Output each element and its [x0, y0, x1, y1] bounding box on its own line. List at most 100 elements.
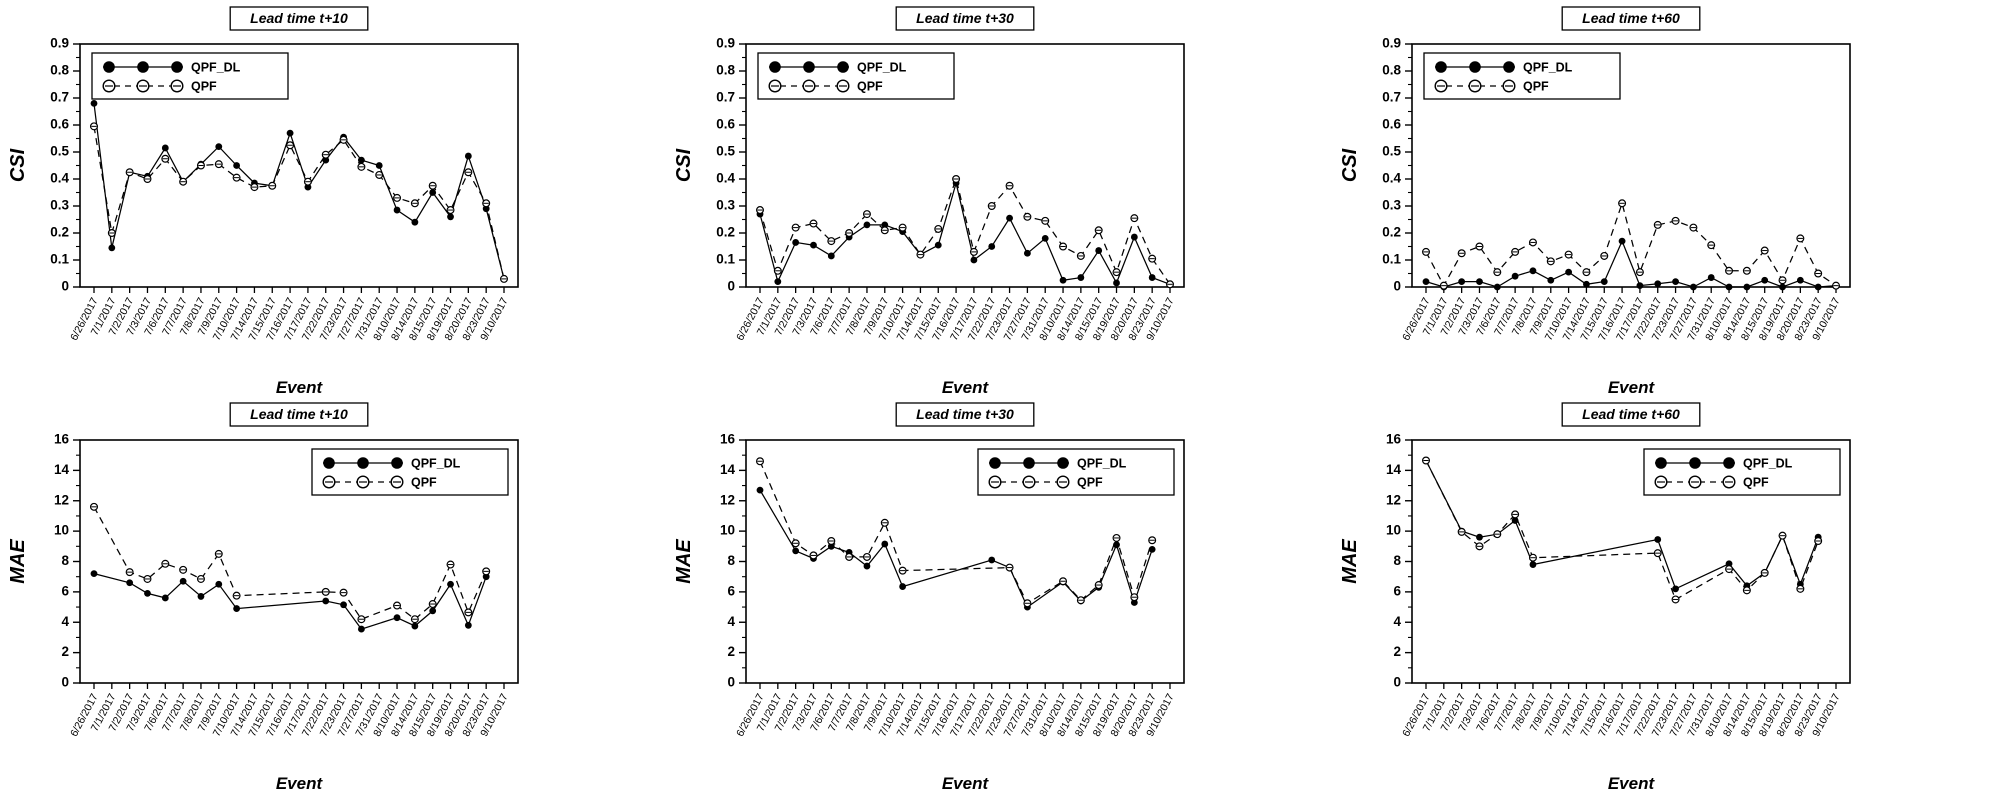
chart-svg: 02468101214166/26/20177/1/20177/2/20177/… [673, 402, 1185, 793]
y-axis-tick-label: 0.1 [50, 252, 69, 267]
y-axis-title: MAE [7, 539, 29, 584]
y-axis-tick-label: 0.2 [1382, 225, 1401, 240]
y-axis-tick-label: 12 [54, 492, 69, 507]
y-axis-tick-label: 0.7 [1382, 90, 1401, 105]
series-qpf_dl-marker [863, 221, 871, 229]
legend-series1-marker [103, 61, 115, 73]
y-axis-tick-label: 0 [727, 279, 735, 294]
series-qpf_dl-marker [1707, 274, 1715, 281]
series-qpf_dl-marker [1725, 283, 1733, 291]
y-axis-tick-label: 0.8 [1382, 63, 1401, 78]
series-qpf_dl-marker [1041, 235, 1049, 242]
y-axis-tick-label: 0 [1393, 279, 1401, 294]
chart-csi-t30: 0 0.1 0.2 0.3 0.4 0.5 0.6 0.7 0.8 0.9 6/26/2017 7/1… [666, 0, 1332, 397]
legend-series1-marker [323, 457, 335, 469]
series-qpf_dl-marker [1654, 280, 1662, 288]
series-qpf_dl-line [759, 180, 1171, 285]
chart-csi-t60: 0 0.1 0.2 0.3 0.4 0.5 0.6 0.7 0.8 0.9 6/26/2017 7/1… [1332, 0, 1998, 397]
legend-series1-label: QPF_DL [857, 61, 907, 75]
y-axis-tick-label: 0.1 [1382, 252, 1401, 267]
series-qpf_dl-line [93, 572, 487, 630]
series-qpf_dl-marker [197, 593, 205, 600]
series-qpf_dl-marker [1636, 282, 1644, 290]
chart-title: Lead time t+10 [250, 406, 348, 422]
y-axis-tick-label: 14 [720, 462, 736, 477]
chart-title: Lead time t+10 [250, 10, 348, 26]
legend-series2-label: QPF [411, 476, 437, 490]
series-qpf_dl-marker [447, 580, 454, 588]
y-axis-tick-label: 6 [727, 583, 735, 598]
y-axis-tick-label: 0.9 [50, 36, 69, 51]
legend-series2-label: QPF [857, 80, 883, 94]
y-axis-tick-label: 0.5 [716, 144, 735, 159]
legend-series1-marker [171, 61, 183, 73]
series-qpf_dl-marker [108, 244, 116, 252]
series-qpf_dl-marker [1113, 541, 1120, 549]
legend-box [311, 448, 509, 496]
series-qpf_dl-marker [1743, 283, 1751, 291]
series-qpf_dl-marker [393, 614, 401, 622]
chart-title-box [1561, 402, 1701, 427]
chart-title: Lead time t+60 [1582, 10, 1680, 26]
y-axis-tick-label: 10 [720, 523, 735, 538]
series-qpf_dl-marker [1672, 585, 1679, 593]
series-qpf_dl-marker [482, 205, 490, 213]
y-axis-tick-label: 2 [727, 644, 735, 659]
series-qpf_dl-marker [304, 183, 312, 191]
legend-series1-label: QPF_DL [411, 457, 461, 471]
y-axis-title: MAE [673, 539, 695, 584]
series-qpf_dl-marker [988, 556, 996, 564]
chart-title-box [1561, 6, 1701, 31]
y-axis-tick-label: 0.3 [1382, 198, 1401, 213]
series-qpf_dl-marker [1113, 279, 1120, 287]
series-qpf_dl-marker [1006, 214, 1013, 222]
y-axis-title: CSI [7, 148, 29, 182]
chart-svg: 00.10.20.30.40.50.60.70.80.96/26/20177/1… [1339, 6, 1851, 397]
y-axis-tick-label: 0.6 [1382, 117, 1401, 132]
legend-series1-marker [1435, 61, 1447, 73]
chart-title-box [229, 402, 369, 427]
legend-series1-label: QPF_DL [1743, 457, 1793, 471]
series-qpf-line [759, 461, 1153, 605]
series-qpf_dl-marker [1547, 276, 1555, 284]
y-axis-tick-label: 4 [1393, 614, 1401, 629]
series-qpf_dl-marker [1796, 276, 1804, 284]
y-axis-tick-label: 0.2 [50, 225, 69, 240]
series-qpf_dl-marker [357, 625, 365, 633]
legend-box [1643, 448, 1841, 496]
y-axis-tick-label: 0.2 [716, 225, 735, 240]
series-qpf_dl-marker [1148, 274, 1156, 281]
series-qpf_dl-marker [1689, 283, 1697, 291]
chart-svg: 02468101214166/26/20177/1/20177/2/20177/… [1339, 402, 1851, 793]
y-axis-tick-label: 0.4 [716, 171, 735, 186]
y-axis-tick-label: 6 [61, 583, 69, 598]
y-axis-tick-label: 0.9 [716, 36, 735, 51]
y-axis-tick-label: 8 [727, 553, 735, 568]
y-axis-title: CSI [673, 148, 695, 182]
y-axis-tick-label: 10 [1386, 523, 1401, 538]
series-qpf_dl-marker [447, 213, 454, 221]
y-axis-tick-label: 12 [720, 492, 735, 507]
series-qpf_dl-marker [792, 239, 800, 246]
series-qpf_dl-marker [1476, 278, 1483, 285]
series-qpf_dl-marker [1130, 233, 1138, 241]
y-axis-tick-label: 6 [1393, 583, 1401, 598]
y-axis-tick-label: 0.4 [1382, 171, 1401, 186]
series-qpf_dl-marker [827, 252, 835, 260]
y-axis-tick-label: 0.7 [716, 90, 735, 105]
series-qpf_dl-marker [881, 540, 889, 548]
series-qpf_dl-marker [1529, 561, 1537, 568]
y-axis-tick-label: 0.6 [716, 117, 735, 132]
legend-series1-label: QPF_DL [1523, 61, 1573, 75]
legend-series1-marker [1655, 457, 1667, 469]
chart-title-box [895, 402, 1035, 427]
series-qpf_dl-marker [1511, 272, 1519, 280]
x-axis-title: Event [942, 378, 990, 395]
series-qpf_dl-marker [161, 144, 169, 152]
series-qpf_dl-marker [810, 241, 817, 249]
y-axis-tick-label: 0.3 [716, 198, 735, 213]
y-axis-title: CSI [1339, 148, 1361, 182]
y-axis-tick-label: 4 [727, 614, 735, 629]
series-qpf_dl-marker [1458, 278, 1466, 285]
y-axis-tick-label: 0.5 [50, 144, 69, 159]
